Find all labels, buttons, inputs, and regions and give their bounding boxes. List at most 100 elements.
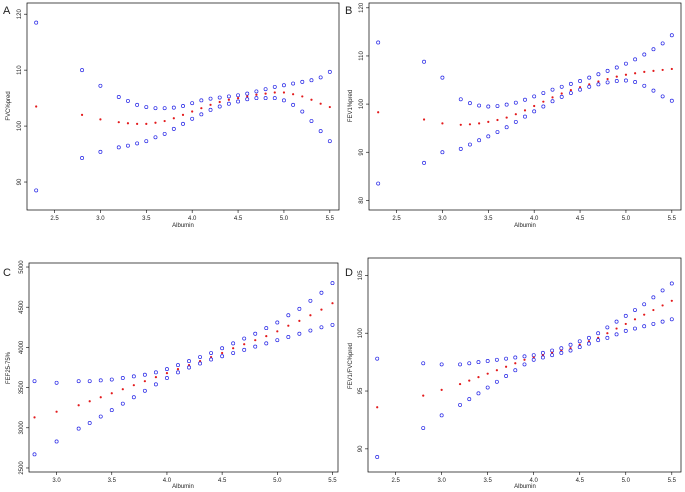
point-c-upper-23 [308,298,313,303]
point-b-lower-24 [651,88,656,93]
x-tick-label-b-0: 2.5 [392,216,401,222]
x-tick-label-c-4: 5.0 [273,478,282,484]
point-a-estimate-3 [117,121,120,124]
point-c-lower-0 [32,452,37,457]
point-b-upper-12 [541,91,546,95]
point-b-estimate-23 [643,70,646,73]
point-c-lower-12 [187,365,191,370]
x-axis-label-d: Albumin [514,484,536,490]
point-d-estimate-20 [615,327,618,330]
x-tick-label-d-4: 4.5 [576,478,585,484]
point-c-lower-7 [131,395,136,400]
point-b-estimate-9 [514,113,517,116]
point-d-estimate-5 [477,376,480,379]
x-tick-label-a-0: 2.5 [50,216,59,222]
point-a-upper-17 [245,91,250,96]
point-d-estimate-21 [624,322,627,326]
point-b-lower-22 [633,79,638,84]
point-a-estimate-2 [99,118,102,121]
y-tick-label-c-2: 3500 [19,380,25,394]
x-tick-label-b-2: 3.5 [484,216,493,222]
point-c-estimate-6 [121,388,124,391]
point-d-estimate-7 [495,369,498,372]
point-c-estimate-17 [243,343,246,346]
point-d-upper-2 [439,362,444,367]
point-d-lower-2 [439,413,444,418]
point-b-estimate-8 [505,116,508,119]
point-d-estimate-8 [504,365,508,368]
point-a-lower-22 [291,102,296,107]
point-d-estimate-0 [376,406,379,409]
x-tick-label-a-1: 3.0 [96,216,105,222]
point-a-upper-18 [254,89,259,94]
y-ticks-a: 90 100 110 120 [17,9,27,185]
x-tick-label-a-5: 5.0 [280,216,289,222]
point-d-estimate-25 [661,304,664,307]
point-d-lower-17 [586,341,591,346]
point-a-upper-23 [300,79,305,84]
point-b-upper-0 [376,40,381,45]
point-a-lower-19 [263,96,268,101]
point-c-estimate-7 [132,384,135,387]
point-a-estimate-0 [35,105,38,108]
point-d-lower-22 [633,326,637,331]
x-axis-label-b: Albumin [514,223,536,229]
point-d-lower-7 [494,379,499,384]
point-d-estimate-10 [523,358,526,361]
point-a-estimate-14 [218,100,221,104]
point-a-upper-9 [171,105,176,110]
point-d-lower-1 [421,426,426,430]
x-tick-label-a-2: 3.5 [142,216,151,222]
point-c-upper-6 [120,376,125,380]
point-a-upper-8 [162,106,167,111]
point-c-upper-16 [231,341,236,346]
y-tick-label-b-2: 100 [359,98,365,109]
point-c-lower-6 [120,401,125,406]
point-a-estimate-15 [227,98,230,101]
x-tick-label-a-4: 4.5 [234,216,243,222]
point-b-estimate-26 [670,67,673,71]
point-c-lower-19 [264,341,269,346]
point-c-upper-1 [54,380,59,385]
point-d-upper-23 [642,302,647,307]
point-d-upper-4 [467,361,472,366]
point-c-upper-14 [209,351,214,355]
point-b-estimate-6 [487,120,490,124]
y-tick-label-b-1: 90 [359,148,365,155]
point-c-estimate-8 [143,380,146,383]
point-c-upper-12 [187,359,191,364]
point-c-estimate-22 [298,319,301,322]
point-b-lower-12 [541,104,546,109]
point-a-upper-7 [153,106,158,111]
point-b-upper-17 [587,75,592,80]
point-d-upper-18 [596,331,601,336]
point-b-lower-18 [596,82,601,87]
x-tick-label-a-6: 5.5 [326,216,335,222]
point-b-lower-15 [568,91,573,95]
point-b-lower-19 [605,80,610,85]
point-a-estimate-7 [154,121,157,124]
panel-letter-d: D [345,267,353,279]
x-tick-label-b-5: 5.0 [622,216,631,222]
point-a-upper-14 [217,95,222,100]
point-c-upper-4 [98,378,103,383]
point-c-lower-23 [308,328,313,333]
point-b-estimate-3 [459,123,462,126]
point-a-estimate-11 [191,110,194,113]
point-b-lower-13 [550,99,555,104]
plot-frame-c [28,262,339,473]
point-d-lower-18 [596,338,601,343]
point-a-lower-15 [226,101,231,106]
point-a-estimate-16 [236,97,240,100]
point-c-estimate-19 [265,335,268,338]
point-d-upper-10 [522,354,527,359]
point-c-lower-13 [198,361,203,366]
point-c-lower-18 [253,344,258,349]
point-a-lower-18 [254,96,259,101]
point-d-lower-19 [605,335,610,340]
point-b-upper-4 [467,101,472,106]
point-d-estimate-9 [514,362,517,365]
point-c-estimate-9 [154,376,158,379]
point-b-upper-16 [578,79,583,83]
point-c-estimate-16 [232,347,235,350]
